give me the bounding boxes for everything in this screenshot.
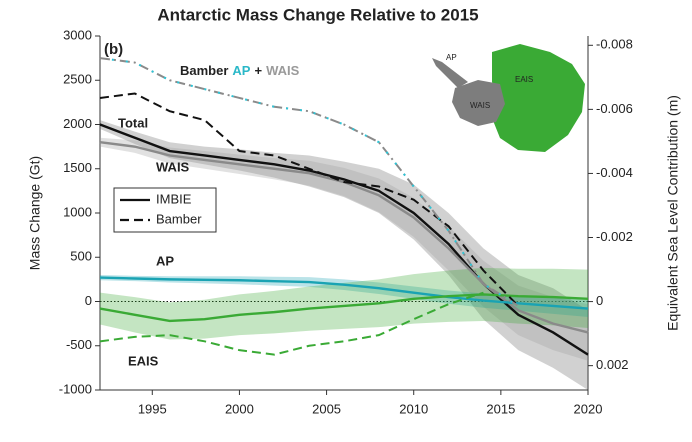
y2-tick-label: -0.002 bbox=[596, 229, 633, 244]
bamber-label-part: AP bbox=[232, 63, 250, 78]
y2-tick-label: -0.006 bbox=[596, 101, 633, 116]
map-wais bbox=[452, 80, 505, 126]
map-label: WAIS bbox=[470, 101, 490, 110]
uncertainty-band bbox=[100, 120, 588, 390]
x-tick-label: 2015 bbox=[486, 401, 515, 416]
map-ap bbox=[432, 58, 468, 88]
x-tick-label: 2010 bbox=[399, 401, 428, 416]
legend-label: Bamber bbox=[156, 211, 202, 226]
legend: IMBIE Bamber bbox=[113, 187, 217, 233]
series-label: EAIS bbox=[128, 353, 159, 368]
series-line bbox=[99, 123, 589, 356]
y-tick-label: 3000 bbox=[63, 27, 92, 42]
series-line bbox=[99, 92, 519, 307]
series-line bbox=[99, 291, 484, 356]
bamber-label-part: WAIS bbox=[266, 63, 300, 78]
x-tick-label: 2005 bbox=[312, 401, 341, 416]
bamber-label-part: + bbox=[254, 63, 262, 78]
bamber-label-part: Bamber bbox=[180, 63, 228, 78]
map-eais bbox=[492, 44, 585, 152]
series-label: AP bbox=[156, 253, 174, 268]
y-tick-label: 1000 bbox=[63, 204, 92, 219]
y-tick-label: -500 bbox=[66, 337, 92, 352]
y-tick-label: 1500 bbox=[63, 160, 92, 175]
y2-tick-label: -0.008 bbox=[596, 37, 633, 52]
y-tick-label: 2500 bbox=[63, 72, 92, 87]
x-tick-label: 2020 bbox=[574, 401, 603, 416]
y-tick-label: 0 bbox=[85, 293, 92, 308]
series-label: Total bbox=[118, 115, 148, 130]
y2-tick-label: 0 bbox=[596, 293, 603, 308]
chart-title: Antarctic Mass Change Relative to 2015 bbox=[157, 5, 478, 24]
map-inset bbox=[432, 44, 585, 152]
series-label: WAIS bbox=[156, 159, 190, 174]
y-tick-label: 2000 bbox=[63, 116, 92, 131]
panel-label: (b) bbox=[104, 41, 123, 58]
legend-box bbox=[113, 187, 217, 233]
x-tick-label: 2000 bbox=[225, 401, 254, 416]
x-tick-label: 1995 bbox=[138, 401, 167, 416]
y2-tick-label: 0.002 bbox=[596, 357, 629, 372]
y-axis-label: Mass Change (Gt) bbox=[27, 156, 43, 270]
y-tick-label: 500 bbox=[70, 249, 92, 264]
uncertainty-band bbox=[100, 267, 588, 340]
map-label: EAIS bbox=[515, 75, 533, 84]
y2-tick-label: -0.004 bbox=[596, 165, 633, 180]
y2-axis-label: Equivalent Sea Level Contribution (m) bbox=[665, 95, 681, 331]
y-tick-label: -1000 bbox=[59, 381, 92, 396]
series-line bbox=[99, 293, 589, 323]
map-label: AP bbox=[446, 53, 457, 62]
series-line bbox=[99, 276, 589, 310]
bamber-label: Bamber AP + WAIS bbox=[180, 63, 300, 78]
series-line bbox=[99, 57, 519, 307]
legend-label: IMBIE bbox=[156, 191, 192, 206]
